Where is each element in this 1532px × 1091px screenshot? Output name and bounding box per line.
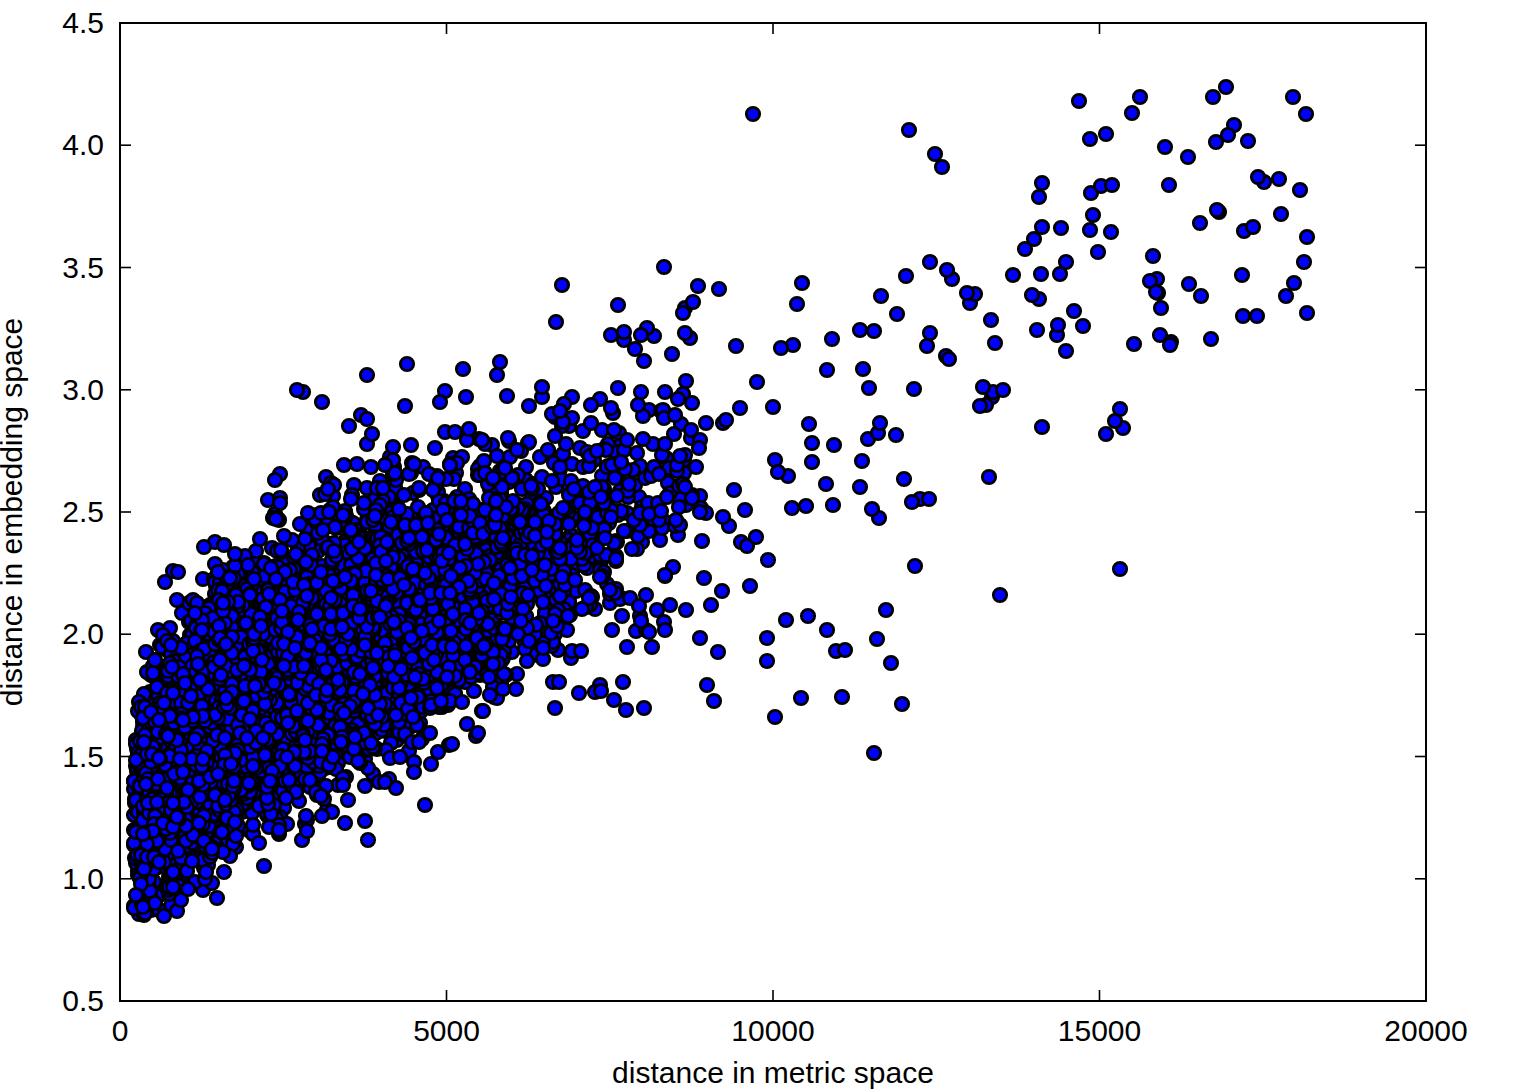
svg-text:5000: 5000 — [413, 1014, 480, 1047]
svg-text:distance in metric space: distance in metric space — [612, 1056, 934, 1089]
svg-text:4.0: 4.0 — [62, 128, 104, 161]
svg-text:0: 0 — [112, 1014, 129, 1047]
svg-text:2.0: 2.0 — [62, 617, 104, 650]
svg-text:distance in embedding space: distance in embedding space — [0, 318, 28, 707]
svg-text:15000: 15000 — [1058, 1014, 1141, 1047]
svg-text:10000: 10000 — [731, 1014, 814, 1047]
svg-text:1.5: 1.5 — [62, 740, 104, 773]
svg-text:2.5: 2.5 — [62, 495, 104, 528]
svg-text:4.5: 4.5 — [62, 6, 104, 39]
svg-text:3.5: 3.5 — [62, 251, 104, 284]
svg-text:20000: 20000 — [1384, 1014, 1467, 1047]
svg-text:0.5: 0.5 — [62, 984, 104, 1017]
svg-text:3.0: 3.0 — [62, 373, 104, 406]
svg-text:1.0: 1.0 — [62, 862, 104, 895]
